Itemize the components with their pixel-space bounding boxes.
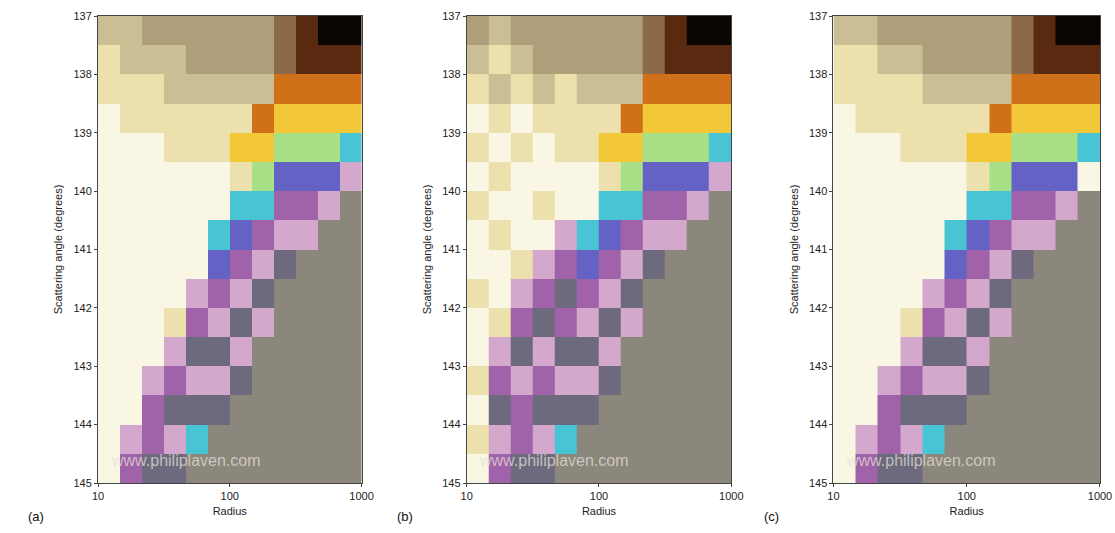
svg-text:145: 145 <box>73 477 91 489</box>
svg-text:100: 100 <box>590 490 608 502</box>
svg-text:1000: 1000 <box>1088 490 1112 502</box>
svg-text:141: 141 <box>73 243 91 255</box>
svg-text:138: 138 <box>809 68 827 80</box>
svg-text:Scattering angle (degrees): Scattering angle (degrees) <box>788 185 800 315</box>
svg-text:(b): (b) <box>397 509 413 524</box>
svg-text:10: 10 <box>92 490 104 502</box>
svg-text:100: 100 <box>958 490 976 502</box>
svg-text:1000: 1000 <box>719 490 743 502</box>
svg-text:145: 145 <box>809 477 827 489</box>
svg-text:www.philiplaven.com: www.philiplaven.com <box>846 452 996 469</box>
svg-text:145: 145 <box>442 477 460 489</box>
svg-text:140: 140 <box>809 185 827 197</box>
svg-text:137: 137 <box>809 10 827 22</box>
svg-text:1000: 1000 <box>349 490 373 502</box>
svg-text:139: 139 <box>73 127 91 139</box>
svg-text:www.philiplaven.com: www.philiplaven.com <box>111 452 261 469</box>
svg-text:10: 10 <box>461 490 473 502</box>
svg-text:144: 144 <box>73 418 91 430</box>
svg-text:139: 139 <box>809 127 827 139</box>
svg-text:137: 137 <box>442 10 460 22</box>
svg-text:142: 142 <box>442 302 460 314</box>
svg-text:Radius: Radius <box>950 505 985 517</box>
svg-text:140: 140 <box>442 185 460 197</box>
svg-text:10: 10 <box>827 490 839 502</box>
svg-text:142: 142 <box>73 302 91 314</box>
svg-text:144: 144 <box>442 418 460 430</box>
svg-text:(a): (a) <box>28 509 44 524</box>
svg-text:www.philiplaven.com: www.philiplaven.com <box>479 452 629 469</box>
svg-text:141: 141 <box>442 243 460 255</box>
svg-text:138: 138 <box>442 68 460 80</box>
svg-text:143: 143 <box>73 360 91 372</box>
svg-text:Scattering angle (degrees): Scattering angle (degrees) <box>421 185 433 315</box>
svg-text:138: 138 <box>73 68 91 80</box>
svg-text:140: 140 <box>73 185 91 197</box>
svg-text:137: 137 <box>73 10 91 22</box>
svg-text:144: 144 <box>809 418 827 430</box>
svg-text:Radius: Radius <box>213 505 248 517</box>
svg-text:142: 142 <box>809 302 827 314</box>
svg-text:143: 143 <box>809 360 827 372</box>
svg-text:Scattering angle (degrees): Scattering angle (degrees) <box>52 185 64 315</box>
svg-text:(c): (c) <box>764 509 779 524</box>
svg-text:143: 143 <box>442 360 460 372</box>
svg-text:100: 100 <box>221 490 239 502</box>
svg-text:141: 141 <box>809 243 827 255</box>
svg-text:Radius: Radius <box>582 505 617 517</box>
svg-text:139: 139 <box>442 127 460 139</box>
